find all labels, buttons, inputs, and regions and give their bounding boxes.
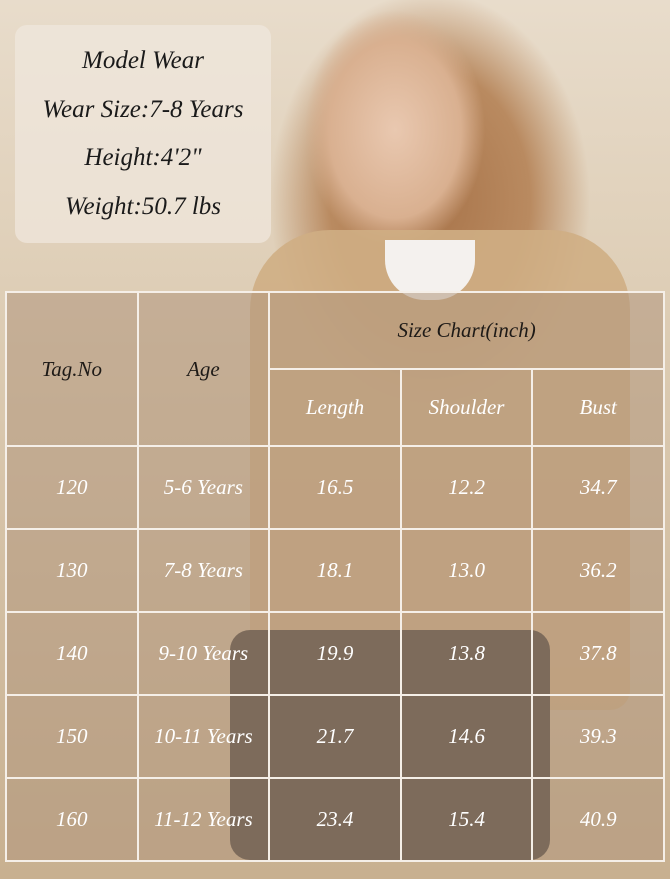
cell-age: 7-8 Years — [136, 528, 271, 613]
model-info-box: Model Wear Wear Size:7-8 Years Height:4'… — [15, 25, 271, 243]
cell-tag: 130 — [5, 528, 139, 613]
cell-bust: 34.7 — [531, 445, 665, 530]
table-row: 150 10-11 Years 21.7 14.6 39.3 — [5, 694, 665, 779]
model-shirt — [385, 240, 475, 300]
cell-length: 18.1 — [268, 528, 402, 613]
cell-age: 10-11 Years — [136, 694, 271, 779]
cell-bust: 37.8 — [531, 611, 665, 696]
cell-shoulder: 14.6 — [399, 694, 534, 779]
cell-tag: 120 — [5, 445, 139, 530]
cell-length: 21.7 — [268, 694, 402, 779]
model-weight: Weight:50.7 lbs — [64, 192, 222, 220]
cell-tag: 160 — [5, 777, 139, 862]
header-size-chart: Size Chart(inch) — [268, 291, 665, 370]
cell-shoulder: 15.4 — [399, 777, 534, 862]
cell-age: 5-6 Years — [136, 445, 271, 530]
cell-shoulder: 13.8 — [399, 611, 534, 696]
cell-tag: 140 — [5, 611, 139, 696]
cell-bust: 36.2 — [531, 528, 665, 613]
cell-age: 9-10 Years — [136, 611, 271, 696]
table-row: 140 9-10 Years 19.9 13.8 37.8 — [5, 611, 665, 696]
cell-length: 16.5 — [268, 445, 402, 530]
cell-age: 11-12 Years — [136, 777, 271, 862]
size-chart-table: Tag.No Age Size Chart(inch) Length Shoul… — [5, 291, 665, 862]
cell-length: 23.4 — [268, 777, 402, 862]
table-row: 160 11-12 Years 23.4 15.4 40.9 — [5, 777, 665, 862]
model-height: Height:4'2" — [84, 144, 202, 172]
header-shoulder: Shoulder — [399, 368, 534, 447]
cell-bust: 39.3 — [531, 694, 665, 779]
cell-shoulder: 13.0 — [399, 528, 534, 613]
header-bust: Bust — [531, 368, 665, 447]
cell-shoulder: 12.2 — [399, 445, 534, 530]
model-wear-size: Wear Size:7-8 Years — [42, 95, 244, 123]
header-tag: Tag.No — [5, 291, 139, 447]
table-row: 120 5-6 Years 16.5 12.2 34.7 — [5, 445, 665, 530]
cell-tag: 150 — [5, 694, 139, 779]
table-row: 130 7-8 Years 18.1 13.0 36.2 — [5, 528, 665, 613]
header-age: Age — [136, 291, 271, 447]
cell-length: 19.9 — [268, 611, 402, 696]
model-info-title: Model Wear — [82, 47, 204, 75]
cell-bust: 40.9 — [531, 777, 665, 862]
header-length: Length — [268, 368, 402, 447]
